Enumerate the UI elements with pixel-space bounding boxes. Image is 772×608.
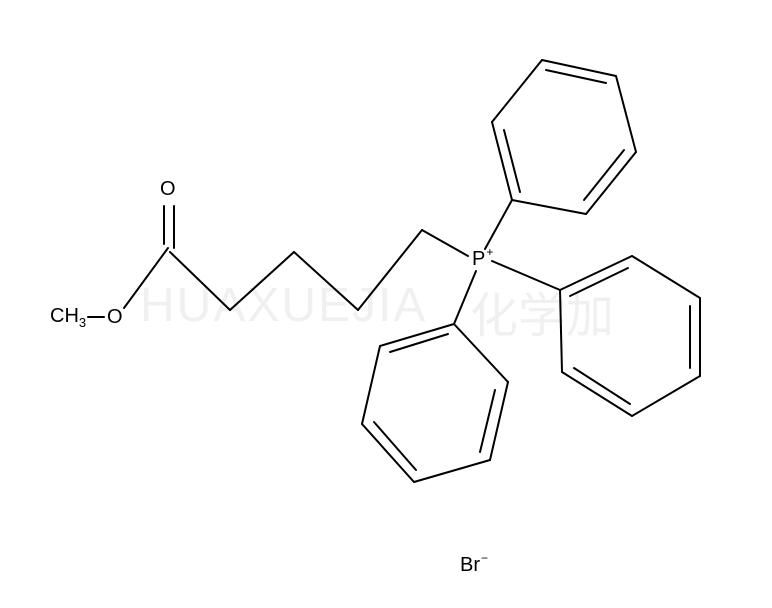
bond-line xyxy=(485,200,512,249)
bond-line xyxy=(504,130,520,192)
label-ch3-sub: 3 xyxy=(79,315,86,330)
bond-line xyxy=(230,252,294,310)
molecule-diagram: CH3 O O P+ Br− xyxy=(0,0,772,608)
bond-line xyxy=(454,324,508,382)
bond-line xyxy=(374,422,416,470)
bond-line xyxy=(586,152,636,214)
bond-line xyxy=(490,382,508,460)
bond-line xyxy=(414,460,490,482)
bond-line xyxy=(362,424,414,482)
label-p-plus: P+ xyxy=(472,245,493,270)
label-p-sup: + xyxy=(486,245,493,259)
bond-line xyxy=(362,346,380,424)
label-br-text: Br xyxy=(460,554,480,576)
bonds-group xyxy=(88,60,700,482)
bond-line xyxy=(632,256,700,298)
bond-line xyxy=(358,230,422,310)
bond-line xyxy=(542,60,616,76)
bond-line xyxy=(512,200,586,214)
bond-line xyxy=(124,248,168,308)
bond-line xyxy=(492,122,512,200)
bond-line xyxy=(480,390,495,452)
bond-line xyxy=(294,252,358,310)
label-ch3-text: CH xyxy=(50,305,79,327)
bond-line xyxy=(492,261,560,290)
label-o-double: O xyxy=(160,178,176,200)
bond-line xyxy=(492,60,542,122)
bond-line xyxy=(616,76,636,152)
label-br-sup: − xyxy=(481,551,488,565)
bond-line xyxy=(454,271,476,324)
bond-line xyxy=(562,372,632,416)
bond-line xyxy=(560,290,562,372)
bond-line xyxy=(560,256,632,290)
label-o-single: O xyxy=(107,306,123,328)
bond-line xyxy=(390,334,448,352)
bond-line xyxy=(422,230,468,256)
label-ch3: CH3 xyxy=(50,305,86,330)
label-br-minus: Br− xyxy=(460,551,488,576)
bond-line xyxy=(632,376,700,416)
label-p-text: P xyxy=(472,248,485,270)
bond-line xyxy=(170,252,230,310)
